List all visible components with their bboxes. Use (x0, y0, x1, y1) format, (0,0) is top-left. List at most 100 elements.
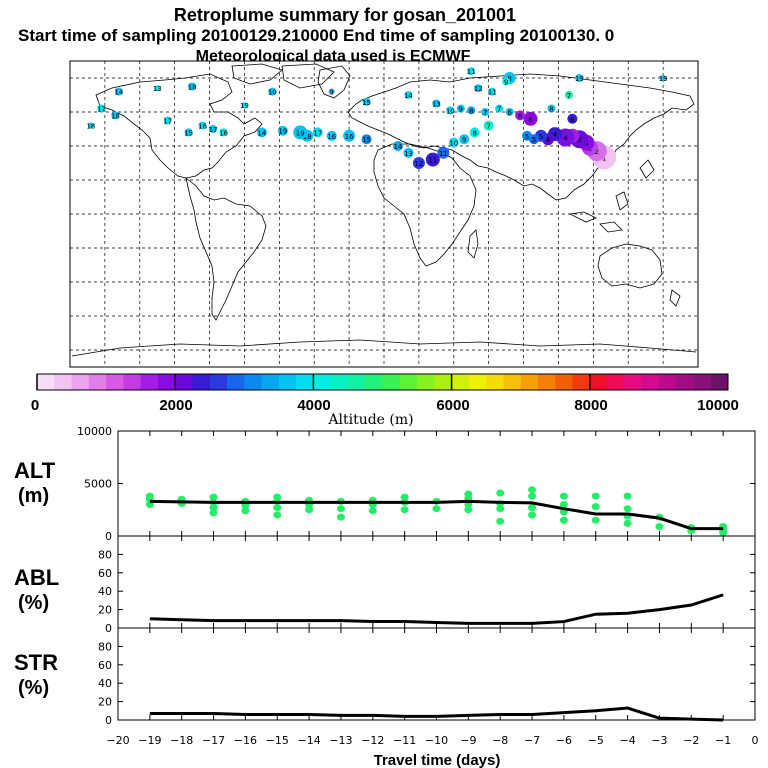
plume-marker (469, 127, 480, 138)
plume-marker (467, 106, 476, 115)
plume-marker (209, 125, 218, 133)
plume-marker (567, 113, 578, 124)
str-ytick-label: 60 (98, 659, 112, 672)
colorbar-swatch (365, 374, 383, 390)
x-tick-label: −13 (329, 734, 352, 747)
alt-particle-dot (241, 507, 250, 515)
alt-particle-dot (559, 492, 568, 500)
x-tick-labels: −20 −19 −18 −17 −16 −15 −14 −13 −12 −11 −10 −9 −8 −7−… (106, 734, 758, 747)
plume-marker (343, 129, 356, 142)
str-frame (117, 627, 756, 721)
plume-marker (483, 120, 494, 131)
alt-particle-dot (559, 516, 568, 524)
plume-marker (188, 82, 197, 91)
plume-marker (495, 104, 504, 113)
colorbar-swatch (209, 374, 228, 390)
plume-marker (392, 141, 403, 151)
alt-particle-dot (623, 492, 632, 500)
plume-marker-day: 16 (327, 133, 336, 141)
colorbar-swatch (261, 374, 280, 390)
plume-marker (198, 121, 207, 130)
plume-marker-day: 13 (153, 85, 162, 93)
colorbar-swatch (676, 374, 694, 390)
colorbar-swatch (555, 374, 574, 390)
colorbar-swatch (140, 374, 159, 390)
plume-marker-day: 16 (219, 129, 228, 137)
x-tick-label: −20 (106, 734, 129, 747)
plume-marker-day: 7 (483, 109, 487, 117)
panel-alt: 10000 5000 0 (77, 425, 756, 543)
plume-marker-day: 1 (602, 154, 606, 162)
plume-marker (522, 130, 533, 141)
str-series-line (149, 706, 724, 722)
alt-particle-dot (368, 507, 377, 515)
colorbar-label-4000: 4000 (297, 397, 330, 414)
colorbar-swatch (278, 374, 297, 390)
plume-marker-day: 9 (462, 136, 466, 144)
colorbar-label-6000: 6000 (436, 397, 469, 414)
alt-particle-dot (273, 511, 282, 519)
str-label: STR (14, 650, 58, 675)
x-tick-label: −4 (619, 734, 635, 747)
alt-particle-dot (528, 486, 537, 494)
plume-marker-day: 6 (507, 109, 512, 117)
alt-unit: (m) (18, 485, 49, 507)
plume-marker (474, 84, 483, 93)
x-tick-label: −6 (556, 734, 572, 747)
plume-marker (437, 146, 450, 159)
plume-marker-day: 11 (428, 157, 437, 165)
str-unit: (%) (18, 677, 49, 699)
plume-marker (505, 108, 514, 116)
colorbar-swatch (503, 374, 522, 390)
plume-marker (154, 85, 161, 92)
alt-particle-dot (273, 504, 282, 512)
alt-ytick-label: 5000 (84, 478, 112, 491)
plume-marker-day: 7 (486, 123, 490, 131)
plume-marker-day: 12 (414, 160, 423, 168)
plume-marker-day: 10 (268, 89, 277, 97)
colorbar-swatch (451, 374, 470, 390)
str-ytick-label: 80 (98, 640, 112, 653)
plume-marker (184, 128, 193, 137)
colorbar-swatch (624, 374, 643, 390)
plume-marker (163, 116, 172, 125)
sampling-period: Start time of sampling 20100129.210000 E… (18, 26, 614, 45)
alt-particle-dot (559, 501, 568, 508)
colorbar-label-10000: 10000 (697, 397, 739, 414)
figure-title: Retroplume summary for gosan_201001 (174, 5, 516, 25)
plume-marker (114, 87, 123, 96)
alt-series-line (149, 499, 724, 531)
plume-marker (277, 125, 288, 136)
plume-marker (502, 77, 511, 86)
plume-marker (241, 102, 248, 109)
world-map: 1223334445556667789101112131415789101111… (69, 60, 699, 368)
colorbar-swatch (382, 374, 401, 390)
plume-marker (446, 106, 455, 115)
plume-marker (481, 108, 490, 116)
colorbar-swatch (330, 374, 349, 390)
colorbar-swatch (399, 374, 418, 390)
str-ytick-label: 0 (105, 714, 112, 727)
plume-marker-day: 18 (303, 133, 312, 141)
plume-marker-day: 15 (184, 129, 193, 137)
colorbar-swatch (486, 374, 504, 390)
colorbar-swatch (434, 374, 453, 390)
plume-marker-day: 5 (532, 136, 536, 144)
plume-marker (523, 111, 538, 126)
plume-marker-day: 5 (539, 133, 543, 141)
plume-marker-day: 4 (553, 131, 558, 139)
plume-marker-day: 3 (577, 136, 581, 144)
abl-ytick-label: 60 (98, 567, 112, 580)
abl-ytick-label: 20 (98, 604, 112, 617)
plume-marker-day: 17 (209, 126, 218, 134)
x-tick-label: −11 (393, 734, 416, 747)
alt-particle-dot (528, 492, 537, 500)
plume-marker-day: 19 (278, 128, 287, 136)
colorbar-title: Altitude (m) (327, 412, 413, 428)
plume-marker-day: 9 (504, 78, 508, 86)
plume-marker-day: 13 (432, 101, 441, 109)
colorbar-swatch (88, 374, 107, 390)
plume-marker (432, 99, 441, 108)
alt-particle-dot (209, 493, 218, 501)
